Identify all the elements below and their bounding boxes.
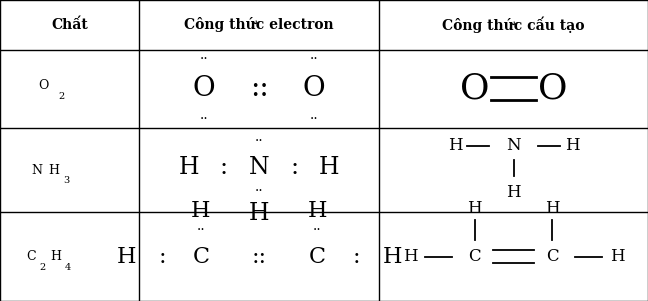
Text: N: N bbox=[32, 163, 43, 177]
Text: H: H bbox=[49, 163, 60, 177]
Text: H: H bbox=[448, 138, 463, 154]
Text: C: C bbox=[192, 246, 209, 268]
Text: H: H bbox=[191, 200, 211, 222]
Text: H: H bbox=[249, 202, 270, 225]
Text: :: : bbox=[158, 246, 166, 268]
Text: H: H bbox=[402, 248, 417, 265]
Text: :: : bbox=[291, 156, 299, 178]
Text: ··: ·· bbox=[196, 222, 205, 237]
Text: ··: ·· bbox=[200, 52, 209, 66]
Text: H: H bbox=[545, 200, 560, 217]
Text: 2: 2 bbox=[40, 263, 45, 272]
Text: ::: :: bbox=[250, 75, 268, 102]
Text: C: C bbox=[26, 250, 36, 263]
Text: Công thức electron: Công thức electron bbox=[185, 17, 334, 32]
Text: H: H bbox=[308, 200, 327, 222]
Text: H: H bbox=[506, 184, 521, 201]
Text: Công thức cấu tạo: Công thức cấu tạo bbox=[443, 17, 584, 33]
Text: H: H bbox=[319, 156, 340, 178]
Text: C: C bbox=[546, 248, 559, 265]
Text: O: O bbox=[303, 75, 325, 102]
Text: ··: ·· bbox=[200, 112, 209, 126]
Text: ::: :: bbox=[251, 246, 267, 268]
Text: O: O bbox=[538, 72, 567, 106]
Text: 3: 3 bbox=[64, 176, 69, 185]
Text: H: H bbox=[564, 138, 579, 154]
Text: ··: ·· bbox=[255, 135, 264, 148]
Text: H: H bbox=[50, 250, 61, 263]
Text: ··: ·· bbox=[255, 184, 264, 198]
Text: N: N bbox=[249, 156, 270, 178]
Text: 4: 4 bbox=[65, 263, 71, 272]
Text: O: O bbox=[193, 75, 215, 102]
Text: H: H bbox=[382, 246, 402, 268]
Text: :: : bbox=[353, 246, 360, 268]
Text: ··: ·· bbox=[310, 52, 319, 66]
Text: H: H bbox=[610, 248, 625, 265]
Text: C: C bbox=[469, 248, 481, 265]
Text: C: C bbox=[309, 246, 326, 268]
Text: 2: 2 bbox=[58, 92, 64, 101]
Text: Chất: Chất bbox=[51, 18, 88, 32]
Text: N: N bbox=[506, 138, 521, 154]
Text: O: O bbox=[460, 72, 489, 106]
Text: H: H bbox=[467, 200, 482, 217]
Text: H: H bbox=[179, 156, 200, 178]
Text: ··: ·· bbox=[310, 112, 319, 126]
Text: H: H bbox=[117, 246, 136, 268]
Text: O: O bbox=[38, 79, 49, 92]
Text: :: : bbox=[220, 156, 227, 178]
Text: ··: ·· bbox=[313, 222, 322, 237]
